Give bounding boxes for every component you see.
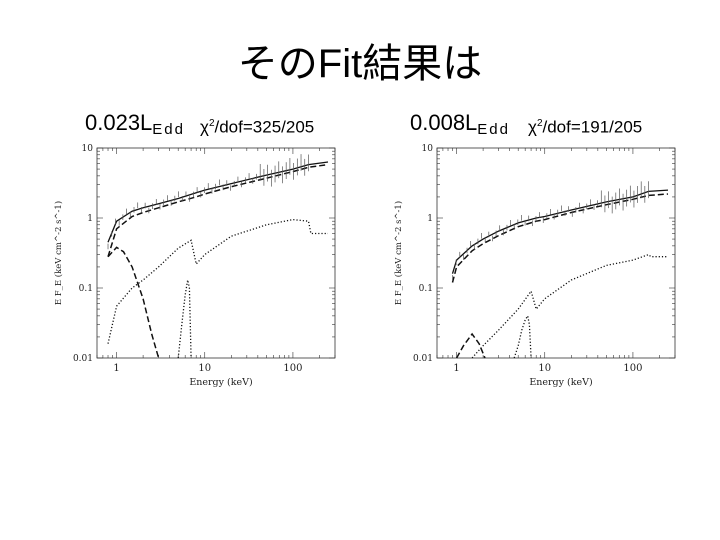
y-tick-label: 1 — [87, 214, 93, 224]
x-tick-label: 10 — [198, 363, 211, 374]
luminosity-label-right: 0.008LEdd — [410, 108, 510, 141]
luminosity-label-left: 0.023LEdd — [85, 108, 185, 141]
plot-frame — [96, 147, 336, 359]
chi-superscript: 2 — [536, 118, 543, 129]
luminosity-subscript: Edd — [152, 121, 185, 138]
chi-square-label-left: χ2/dof=325/205 — [200, 112, 314, 140]
y-tick-label: 0.1 — [79, 284, 93, 294]
luminosity-subscript: Edd — [477, 121, 510, 138]
luminosity-value: 0.008L — [410, 110, 478, 135]
y-tick-label: 0.1 — [419, 284, 433, 294]
y-tick-label: 10 — [82, 144, 94, 154]
chart-svg-right: 1 10 100 0.01 0.1 1 10 Energy (keV) E F_E (keV c… — [393, 144, 676, 388]
chart-svg-left: 1 10 100 0.01 0.1 1 10 Energy (keV) E F_E (keV c… — [53, 144, 336, 388]
series-dotted-4 — [513, 314, 532, 359]
spectrum-chart-left: 1 10 100 0.01 0.1 1 10 Energy (keV) E F_E (keV c… — [45, 140, 345, 400]
series-solid-0 — [107, 161, 329, 243]
chi-square-label-right: χ2/dof=191/205 — [528, 112, 642, 140]
x-tick-label: 100 — [283, 363, 302, 374]
y-tick-label: 10 — [422, 144, 434, 154]
series-dashed-2 — [455, 332, 486, 359]
series-dashed-1 — [107, 163, 329, 257]
luminosity-value: 0.023L — [85, 110, 153, 135]
chi-superscript: 2 — [208, 118, 215, 129]
y-tick-label: 0.01 — [413, 354, 433, 364]
y-tick-label: 1 — [427, 214, 433, 224]
y-axis-label: E F_E (keV cm^-2 s^-1) — [393, 201, 404, 305]
x-tick-label: 1 — [453, 363, 459, 374]
chi-value: /dof=191/205 — [542, 117, 643, 137]
spectrum-chart-right: 1 10 100 0.01 0.1 1 10 Energy (keV) E F_E (keV c… — [385, 140, 685, 400]
x-tick-label: 1 — [113, 363, 119, 374]
series-dashed-2 — [107, 246, 160, 359]
chi-symbol: χ — [200, 117, 209, 137]
chi-value: /dof=325/205 — [214, 117, 315, 137]
y-axis-label: E F_E (keV cm^-2 s^-1) — [53, 201, 64, 305]
chi-symbol: χ — [528, 117, 537, 137]
series-solid-0 — [451, 189, 669, 274]
axes: 1 10 100 0.01 0.1 1 10 Energy (keV) E F_E (keV c… — [53, 144, 336, 388]
plot-frame — [436, 147, 676, 359]
series-dotted-3 — [471, 253, 668, 359]
axes: 1 10 100 0.01 0.1 1 10 Energy (keV) E F_E (keV c… — [393, 144, 676, 388]
series-dotted-3 — [107, 218, 328, 344]
slide-title: そのFit結果は — [237, 42, 483, 86]
series-dotted-4 — [177, 279, 192, 359]
x-tick-label: 100 — [623, 363, 642, 374]
x-tick-label: 10 — [538, 363, 551, 374]
x-axis-label: Energy (keV) — [189, 377, 252, 388]
x-axis-label: Energy (keV) — [529, 377, 592, 388]
y-tick-label: 0.01 — [73, 354, 93, 364]
